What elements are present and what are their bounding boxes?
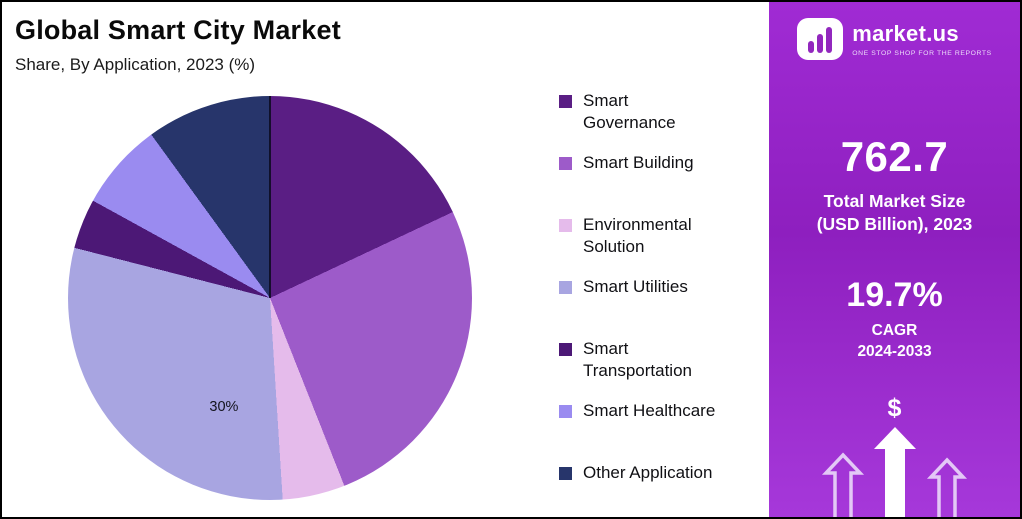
legend-swatch — [559, 95, 572, 108]
cagr-label-line1: CAGR — [871, 322, 918, 340]
legend-label: Other Application — [583, 463, 713, 482]
pie-data-label: 30% — [209, 399, 239, 415]
dollar-icon: $ — [887, 394, 902, 422]
legend-swatch — [559, 467, 572, 480]
brand-text: market.us ONE STOP SHOP FOR THE REPORTS — [852, 21, 992, 57]
growth-indicator: $ — [817, 394, 973, 517]
market-size-label-line2: (USD Billion), 2023 — [816, 214, 973, 235]
legend: Smart Governance Smart Building Environm… — [559, 90, 715, 517]
legend-label: Smart Healthcare — [583, 401, 716, 420]
cagr-label-line2: 2024-2033 — [857, 343, 932, 361]
growth-arrows-icon — [821, 427, 967, 517]
legend-label: Environmental Solution — [583, 215, 692, 257]
marketus-logo-icon — [797, 18, 844, 60]
brand-panel: market.us ONE STOP SHOP FOR THE REPORTS … — [769, 2, 1020, 517]
page-title: Global Smart City Market — [15, 15, 341, 45]
logo-bar — [826, 27, 833, 53]
market-size-label: Total Market Size (USD Billion), 2023 — [817, 190, 973, 236]
legend-item: Environmental Solution — [559, 214, 715, 276]
legend-item: Smart Healthcare — [559, 400, 715, 462]
legend-label: Smart Governance — [583, 91, 676, 133]
legend-swatch — [559, 405, 572, 418]
legend-label: Smart Building — [583, 153, 694, 172]
pie-slice-divider — [269, 96, 271, 298]
legend-swatch — [559, 343, 572, 356]
legend-swatch — [559, 219, 572, 232]
legend-item: Smart Transportation — [559, 338, 715, 400]
market-size-value: 762.7 — [840, 133, 949, 180]
page-subtitle: Share, By Application, 2023 (%) — [15, 55, 256, 74]
legend-item: Smart Governance — [559, 90, 715, 152]
legend-label: Smart Transportation — [583, 339, 692, 381]
brand: market.us ONE STOP SHOP FOR THE REPORTS — [797, 18, 992, 60]
market-size-label-line1: Total Market Size — [823, 191, 966, 211]
cagr-label: CAGR 2024-2033 — [857, 321, 931, 363]
legend-swatch — [559, 157, 572, 170]
legend-label: Smart Utilities — [583, 277, 688, 296]
pie-chart-wrap: 30% — [68, 96, 472, 500]
chart-titles: Global Smart City Market Share, By Appli… — [15, 15, 341, 75]
legend-item: Smart Utilities — [559, 276, 715, 338]
logo-bar — [808, 41, 815, 53]
brand-tagline: ONE STOP SHOP FOR THE REPORTS — [852, 50, 992, 57]
cagr-value: 19.7% — [846, 276, 943, 315]
legend-swatch — [559, 281, 572, 294]
legend-item: Other Application — [559, 462, 715, 517]
chart-section: Global Smart City Market Share, By Appli… — [2, 2, 769, 517]
legend-item: Smart Building — [559, 152, 715, 214]
logo-bar — [817, 34, 824, 53]
brand-name: market.us — [852, 21, 959, 46]
